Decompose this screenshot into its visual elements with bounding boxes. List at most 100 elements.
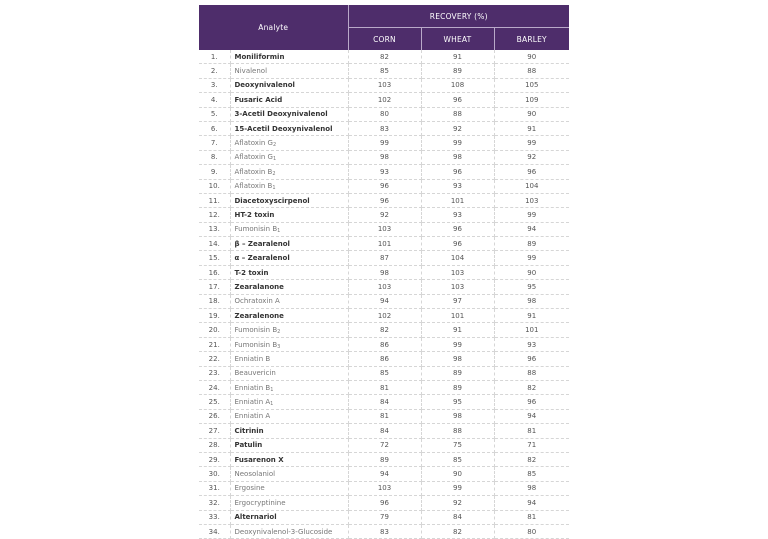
row-number: 32. bbox=[199, 495, 231, 511]
wheat-value: 89 bbox=[421, 380, 495, 396]
header-analyte: Analyte bbox=[199, 5, 349, 50]
barley-value: 88 bbox=[494, 366, 569, 381]
row-number: 11. bbox=[199, 193, 231, 209]
corn-value: 99 bbox=[348, 135, 422, 151]
corn-value: 81 bbox=[348, 409, 422, 425]
analyte-name: Fusaric Acid bbox=[230, 92, 349, 108]
wheat-value: 84 bbox=[421, 510, 495, 525]
analyte-name: Enniatin B1 bbox=[230, 380, 349, 396]
analyte-subscript: 1 bbox=[270, 386, 274, 393]
table-row: 2. Nivalenol 85 89 88 bbox=[199, 63, 569, 79]
barley-value: 101 bbox=[494, 322, 569, 338]
wheat-value: 99 bbox=[421, 135, 495, 151]
corn-value: 84 bbox=[348, 423, 422, 439]
analyte-name: Patulin bbox=[230, 438, 349, 453]
row-number: 8. bbox=[199, 150, 231, 166]
table-row: 31. Ergosine 103 99 98 bbox=[199, 481, 569, 497]
barley-value: 105 bbox=[494, 78, 569, 94]
wheat-value: 92 bbox=[421, 121, 495, 137]
wheat-value: 98 bbox=[421, 150, 495, 166]
analyte-name: Alternariol bbox=[230, 510, 349, 525]
barley-value: 98 bbox=[494, 294, 569, 310]
corn-value: 85 bbox=[348, 366, 422, 381]
wheat-value: 92 bbox=[421, 495, 495, 511]
wheat-value: 95 bbox=[421, 394, 495, 410]
table-row: 29. Fusarenon X 89 85 82 bbox=[199, 452, 569, 468]
analyte-label: 15-Acetil Deoxynivalenol bbox=[234, 124, 333, 133]
analyte-label: 3-Acetil Deoxynivalenol bbox=[234, 110, 328, 119]
analyte-label: Aflatoxin G bbox=[234, 153, 273, 162]
analyte-label: Deoxynivalenol bbox=[234, 81, 295, 90]
barley-value: 81 bbox=[494, 423, 569, 439]
corn-value: 96 bbox=[348, 179, 422, 194]
analyte-name: Fusarenon X bbox=[230, 452, 349, 468]
barley-value: 94 bbox=[494, 409, 569, 425]
analyte-label: Aflatoxin B bbox=[234, 182, 273, 191]
analyte-label: Deoxynivalenol-3-Glucoside bbox=[234, 527, 333, 536]
barley-value: 96 bbox=[494, 164, 569, 180]
row-number: 14. bbox=[199, 236, 231, 252]
corn-value: 94 bbox=[348, 466, 422, 482]
table-row: 27. Citrinin 84 88 81 bbox=[199, 423, 569, 439]
wheat-value: 99 bbox=[421, 337, 495, 353]
row-number: 20. bbox=[199, 322, 231, 338]
barley-value: 95 bbox=[494, 279, 569, 295]
analyte-name: α – Zearalenol bbox=[230, 250, 349, 266]
row-number: 6. bbox=[199, 121, 231, 137]
corn-value: 81 bbox=[348, 380, 422, 396]
row-number: 9. bbox=[199, 164, 231, 180]
barley-value: 80 bbox=[494, 524, 569, 539]
wheat-value: 104 bbox=[421, 250, 495, 266]
analyte-name: Deoxynivalenol bbox=[230, 78, 349, 94]
row-number: 19. bbox=[199, 308, 231, 324]
row-number: 13. bbox=[199, 222, 231, 238]
corn-value: 79 bbox=[348, 510, 422, 525]
table-row: 32. Ergocryptinine 96 92 94 bbox=[199, 495, 569, 511]
barley-value: 94 bbox=[494, 222, 569, 238]
analyte-name: Aflatoxin G1 bbox=[230, 150, 349, 166]
row-number: 18. bbox=[199, 294, 231, 310]
analyte-name: Enniatin A1 bbox=[230, 394, 349, 410]
wheat-value: 96 bbox=[421, 92, 495, 108]
analyte-name: Moniliformin bbox=[230, 50, 349, 65]
analyte-label: T-2 toxin bbox=[234, 268, 269, 277]
row-number: 28. bbox=[199, 438, 231, 453]
barley-value: 99 bbox=[494, 207, 569, 223]
corn-value: 98 bbox=[348, 265, 422, 281]
row-number: 3. bbox=[199, 78, 231, 94]
wheat-value: 91 bbox=[421, 322, 495, 338]
wheat-value: 90 bbox=[421, 466, 495, 482]
table-row: 12. HT-2 toxin 92 93 99 bbox=[199, 207, 569, 223]
analyte-subscript: 2 bbox=[272, 142, 277, 149]
analyte-label: α – Zearalenol bbox=[234, 254, 290, 263]
table-row: 15. α – Zearalenol 87 104 99 bbox=[199, 250, 569, 266]
table-row: 28. Patulin 72 75 71 bbox=[199, 438, 569, 453]
analyte-name: Zearalenone bbox=[230, 308, 349, 324]
barley-value: 90 bbox=[494, 265, 569, 281]
row-number: 31. bbox=[199, 481, 231, 497]
barley-value: 96 bbox=[494, 394, 569, 410]
table-row: 17. Zearalanone 103 103 95 bbox=[199, 279, 569, 295]
analyte-label: β – Zearalenol bbox=[234, 239, 290, 248]
row-number: 22. bbox=[199, 351, 231, 367]
barley-value: 94 bbox=[494, 495, 569, 511]
barley-value: 103 bbox=[494, 193, 569, 209]
barley-value: 85 bbox=[494, 466, 569, 482]
table-row: 3. Deoxynivalenol 103 108 105 bbox=[199, 78, 569, 94]
row-number: 33. bbox=[199, 510, 231, 525]
table-row: 8. Aflatoxin G1 98 98 92 bbox=[199, 150, 569, 166]
barley-value: 92 bbox=[494, 150, 569, 166]
wheat-value: 82 bbox=[421, 524, 495, 539]
analyte-label: Ergocryptinine bbox=[234, 498, 286, 507]
row-number: 27. bbox=[199, 423, 231, 439]
analyte-label: Beauvericin bbox=[234, 369, 276, 378]
wheat-value: 98 bbox=[421, 351, 495, 367]
analyte-name: Diacetoxyscirpenol bbox=[230, 193, 349, 209]
analyte-name: Citrinin bbox=[230, 423, 349, 439]
analyte-label: Aflatoxin G bbox=[234, 139, 273, 148]
corn-value: 94 bbox=[348, 294, 422, 310]
analyte-label: Ochratoxin A bbox=[234, 297, 280, 306]
wheat-value: 103 bbox=[421, 279, 495, 295]
analyte-name: Zearalanone bbox=[230, 279, 349, 295]
row-number: 15. bbox=[199, 250, 231, 266]
